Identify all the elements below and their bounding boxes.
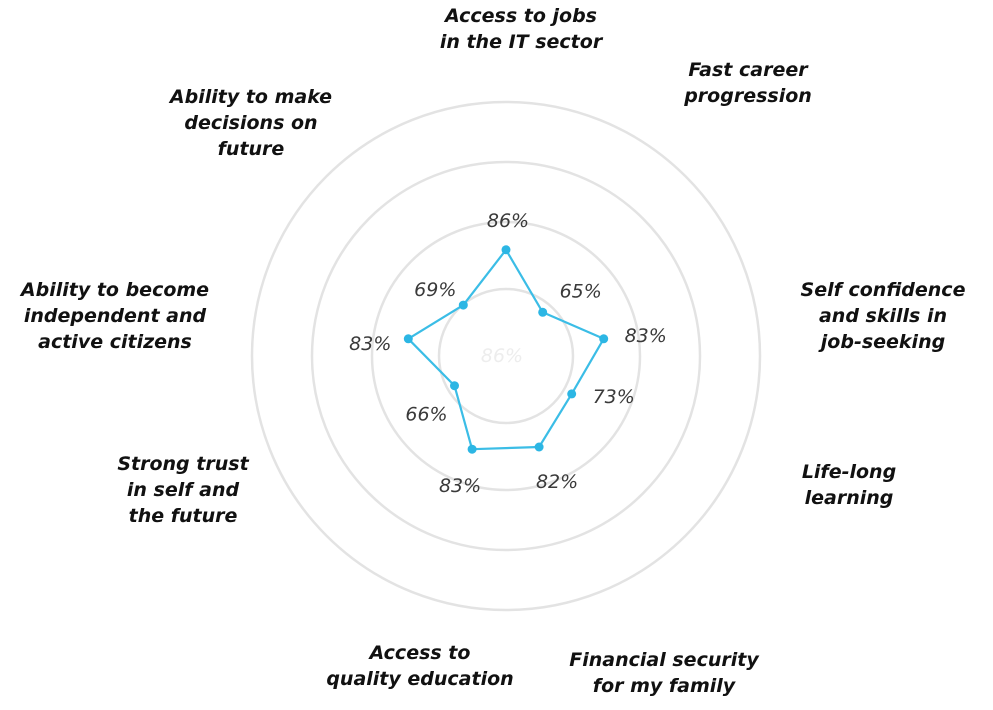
axis-label-8-line-1: Ability to become bbox=[19, 279, 209, 301]
series-points bbox=[403, 245, 609, 454]
axis-label-4: Life-long learning bbox=[802, 461, 896, 509]
data-point-5 bbox=[534, 442, 544, 452]
axis-label-6: Access to quality education bbox=[326, 642, 513, 690]
axis-label-7-line-2: in self and bbox=[127, 479, 240, 501]
axis-label-9: Ability to make decisions on future bbox=[168, 86, 332, 160]
axis-label-1-line-2: in the IT sector bbox=[440, 31, 604, 53]
axis-label-3-line-2: and skills in bbox=[819, 305, 947, 327]
value-label-4: 73% bbox=[593, 386, 635, 408]
axis-label-4-line-1: Life-long bbox=[802, 461, 896, 483]
axis-label-2-line-1: Fast career bbox=[688, 59, 809, 81]
axis-label-4-line-2: learning bbox=[805, 487, 894, 509]
axis-label-2: Fast career progression bbox=[683, 59, 812, 107]
grid-ring-2 bbox=[370, 220, 642, 492]
data-point-6 bbox=[467, 444, 477, 454]
data-point-8 bbox=[403, 334, 413, 344]
value-label-1: 86% bbox=[487, 210, 529, 232]
axis-label-8-line-3: active citizens bbox=[38, 331, 192, 353]
axis-label-3-line-1: Self confidence bbox=[801, 279, 966, 301]
axis-labels: Access to jobs in the IT sector Fast caree… bbox=[19, 5, 966, 697]
faint-center-label: 86% bbox=[481, 345, 523, 367]
grid-ring-1 bbox=[437, 287, 575, 425]
axis-label-7: Strong trust in self and the future bbox=[117, 453, 249, 527]
grid-ring-4 bbox=[250, 100, 762, 612]
series-polygon bbox=[407, 248, 605, 451]
axis-label-9-line-3: future bbox=[218, 138, 285, 160]
axis-label-8: Ability to become independent and active c… bbox=[19, 279, 209, 353]
axis-label-8-line-2: independent and bbox=[24, 305, 207, 327]
axis-label-6-line-1: Access to bbox=[368, 642, 471, 664]
value-label-3: 83% bbox=[625, 325, 667, 347]
axis-label-5-line-2: for my family bbox=[593, 675, 737, 697]
axis-label-3: Self confidence and skills in job-seeking bbox=[801, 279, 966, 353]
axis-label-1-line-1: Access to jobs bbox=[443, 5, 597, 27]
data-point-2 bbox=[538, 307, 548, 317]
axis-label-1: Access to jobs in the IT sector bbox=[440, 5, 604, 53]
value-label-8: 83% bbox=[349, 333, 391, 355]
axis-label-9-line-1: Ability to make bbox=[168, 86, 332, 108]
data-point-3 bbox=[599, 334, 609, 344]
radar-grid-rings bbox=[250, 100, 762, 612]
value-label-5: 82% bbox=[536, 471, 578, 493]
value-label-9: 69% bbox=[414, 279, 456, 301]
axis-label-7-line-1: Strong trust bbox=[117, 453, 249, 475]
value-label-2: 65% bbox=[560, 280, 602, 302]
data-point-7 bbox=[450, 381, 459, 391]
data-point-1 bbox=[501, 245, 511, 255]
axis-label-9-line-2: decisions on bbox=[184, 112, 317, 134]
axis-label-7-line-3: the future bbox=[129, 505, 238, 527]
data-point-4 bbox=[567, 389, 577, 399]
axis-label-2-line-2: progression bbox=[683, 85, 812, 107]
axis-label-5-line-1: Financial security bbox=[569, 649, 760, 671]
axis-label-5: Financial security for my family bbox=[569, 649, 760, 697]
value-label-7: 66% bbox=[405, 404, 447, 426]
value-labels: 86% 65% 83% 73% 82% 83% 66% 83% 69% bbox=[349, 210, 667, 497]
grid-ring-3 bbox=[310, 160, 702, 552]
value-label-6: 83% bbox=[439, 475, 481, 497]
axis-label-3-line-3: job-seeking bbox=[818, 331, 945, 353]
data-point-9 bbox=[458, 300, 468, 310]
axis-label-6-line-2: quality education bbox=[326, 668, 513, 690]
